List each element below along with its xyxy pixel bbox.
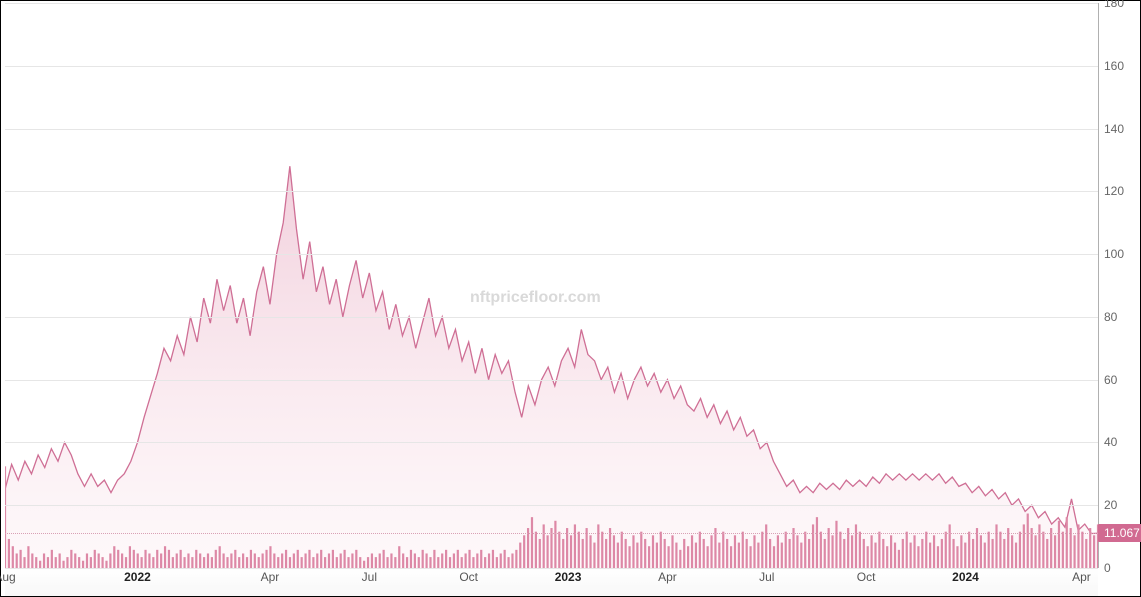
gridline <box>5 191 1098 192</box>
x-tick-label: Apr <box>658 570 677 584</box>
x-tick-label: Apr <box>1072 570 1091 584</box>
gridline <box>5 66 1098 67</box>
gridline <box>5 442 1098 443</box>
price-chart[interactable]: nftpricefloor.com Aug 2022 Apr Jul Oct 2023 Ap… <box>0 0 1141 597</box>
y-tick-label: 20 <box>1104 498 1117 512</box>
plot-area[interactable]: nftpricefloor.com <box>5 3 1098 568</box>
x-tick-label: 2022 <box>124 570 151 584</box>
gridline <box>5 3 1098 4</box>
y-tick-label: 120 <box>1104 184 1124 198</box>
gridline <box>5 129 1098 130</box>
price-area <box>5 166 1098 568</box>
x-tick-label: Oct <box>459 570 478 584</box>
x-tick-label: 2023 <box>555 570 582 584</box>
gridline <box>5 317 1098 318</box>
y-tick-label: 40 <box>1104 435 1117 449</box>
current-price-label: 11.067 <box>1098 524 1141 542</box>
x-tick-label: Jul <box>759 570 774 584</box>
x-tick-label: Oct <box>857 570 876 584</box>
x-tick-label: Jul <box>362 570 377 584</box>
y-tick-label: 80 <box>1104 310 1117 324</box>
gridline <box>5 380 1098 381</box>
x-tick-label: Aug <box>0 570 16 584</box>
y-tick-label: 100 <box>1104 247 1124 261</box>
current-price-line <box>5 533 1098 534</box>
y-tick-label: 180 <box>1104 0 1124 10</box>
gridline <box>5 254 1098 255</box>
x-axis: Aug2022AprJulOct2023AprJulOct2024Apr <box>5 568 1098 596</box>
y-tick-label: 140 <box>1104 122 1124 136</box>
x-tick-label: Apr <box>261 570 280 584</box>
chart-svg <box>5 3 1098 568</box>
x-tick-label: 2024 <box>952 570 979 584</box>
y-tick-label: 60 <box>1104 373 1117 387</box>
y-tick-label: 0 <box>1104 561 1111 575</box>
gridline <box>5 505 1098 506</box>
y-axis-line <box>1098 3 1099 568</box>
gridline <box>5 568 1098 569</box>
y-tick-label: 160 <box>1104 59 1124 73</box>
